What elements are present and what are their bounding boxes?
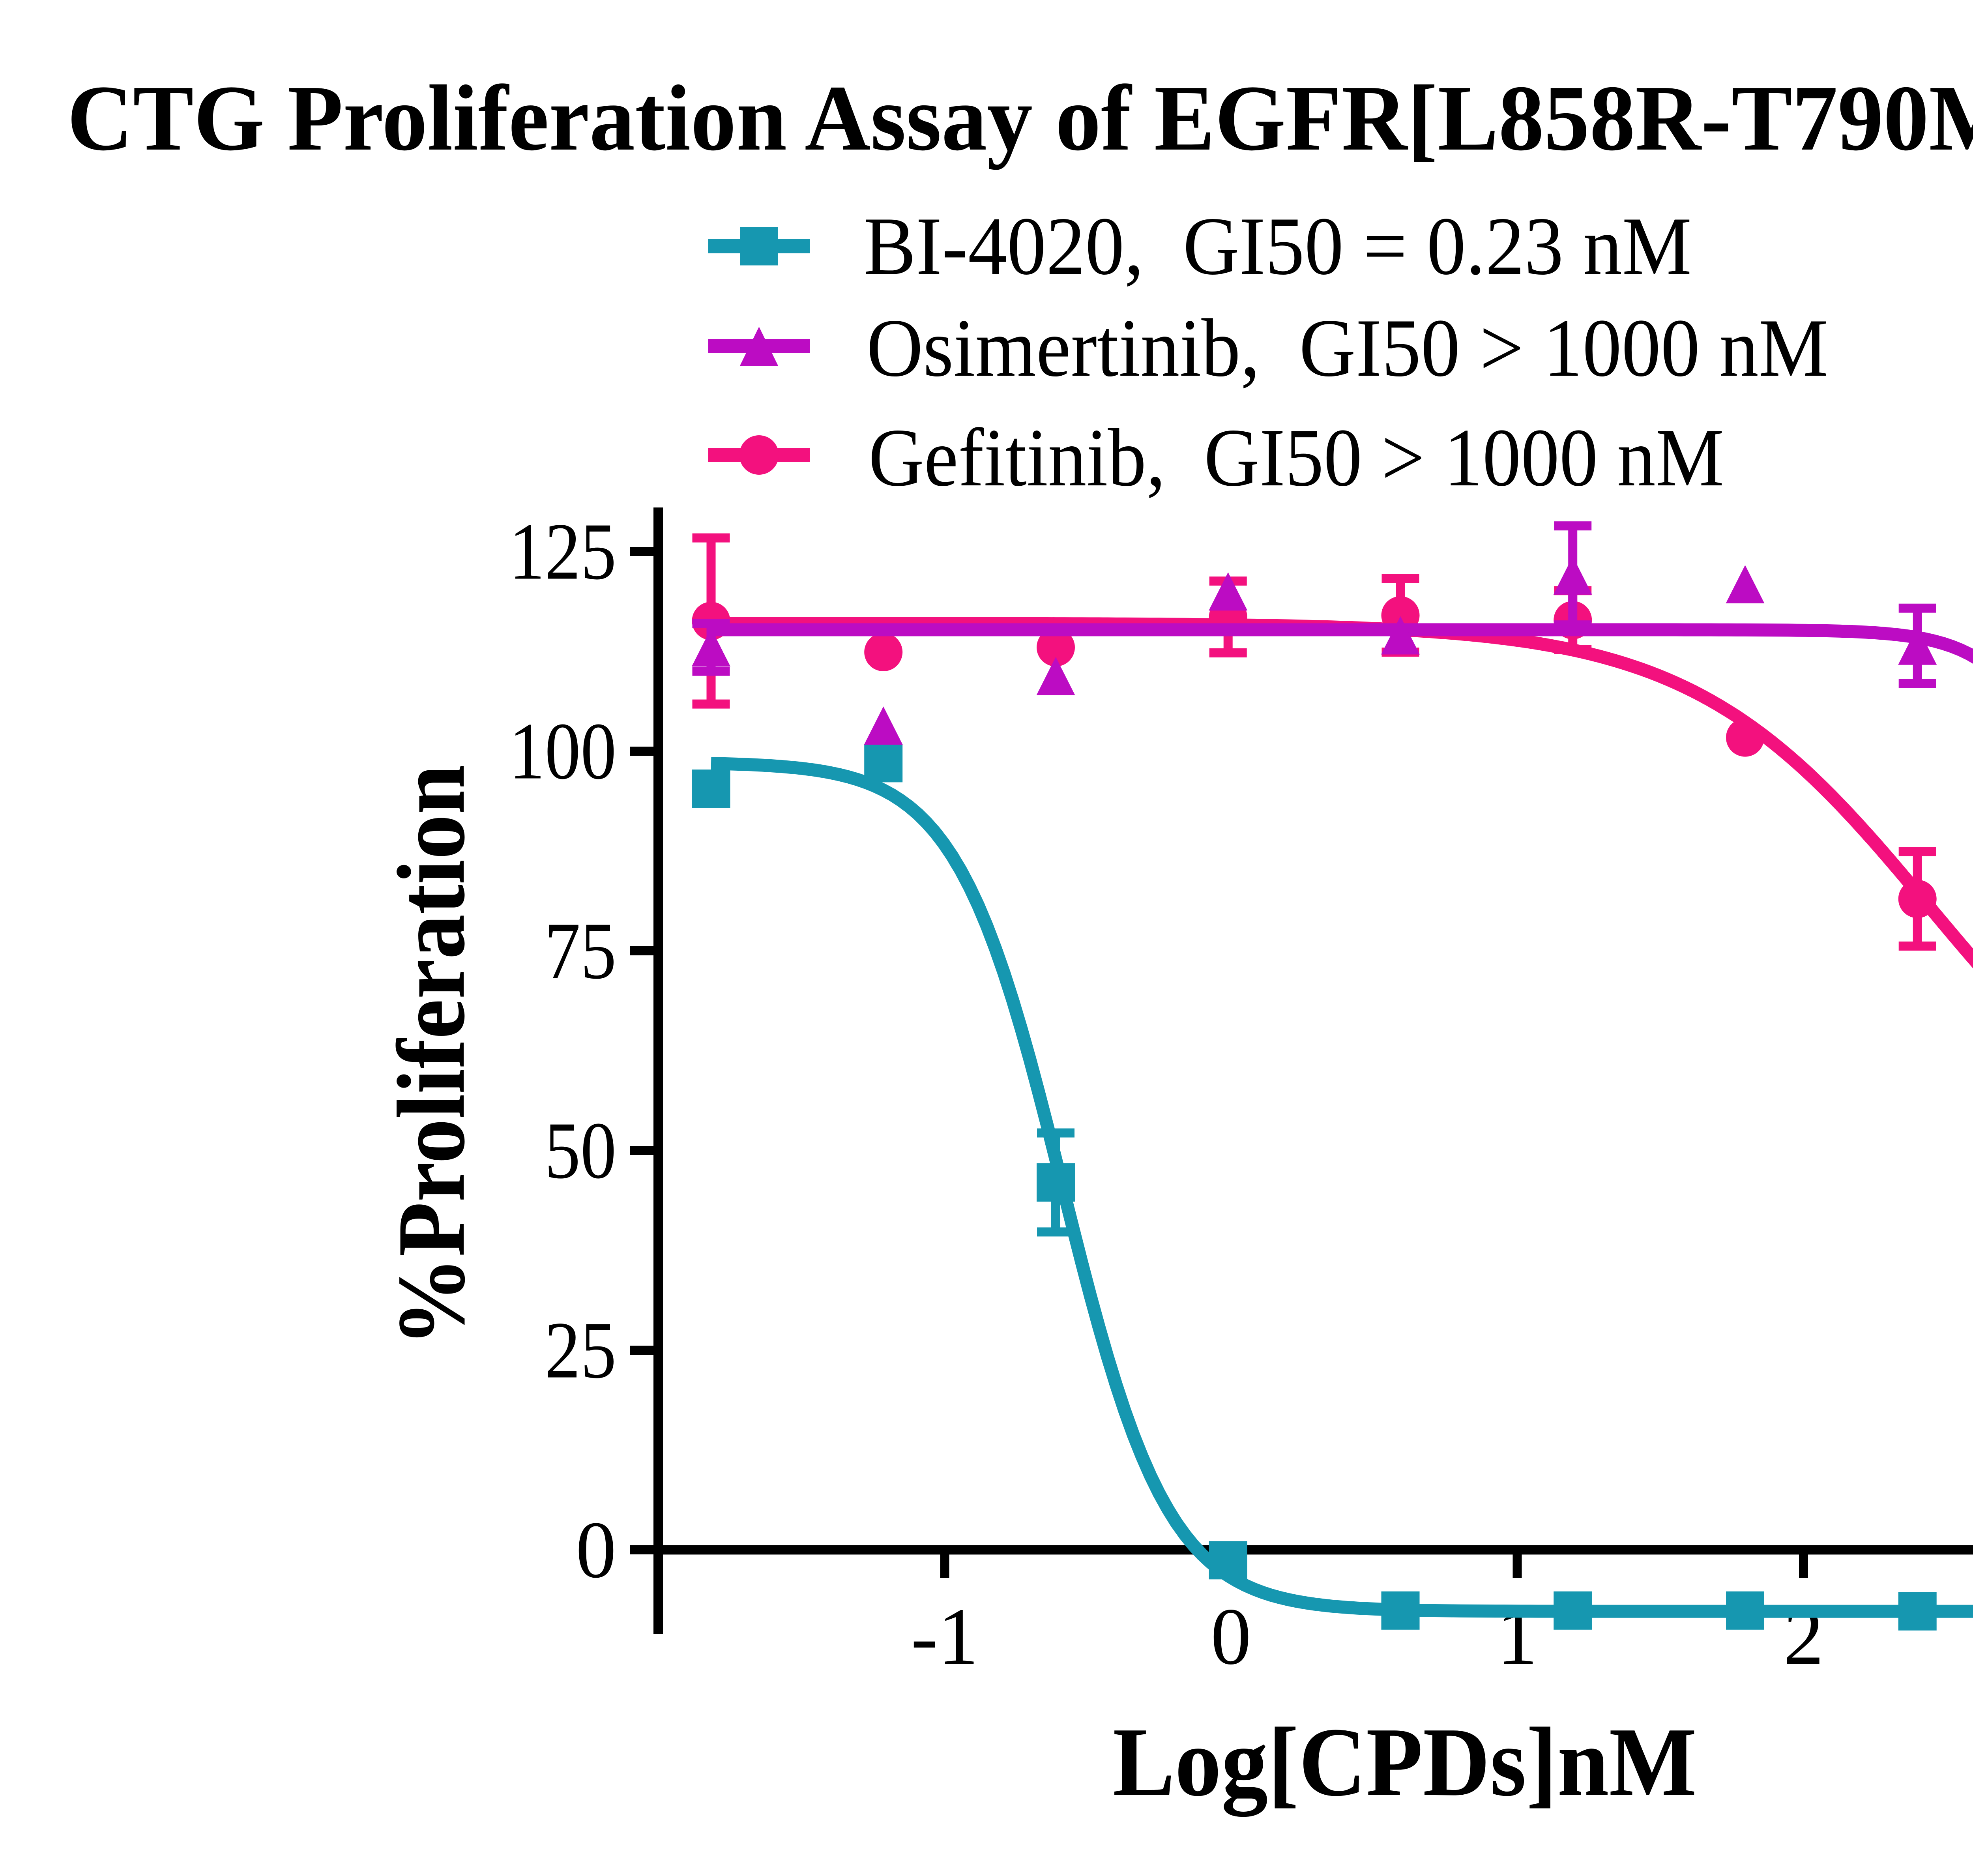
svg-text:75: 75 xyxy=(545,906,616,996)
svg-text:100: 100 xyxy=(509,706,616,796)
svg-text:BI-4020, GI50 = 0.23 nM: BI-4020, GI50 = 0.23 nM xyxy=(864,200,1692,292)
svg-text:0: 0 xyxy=(1211,1591,1251,1681)
svg-text:50: 50 xyxy=(545,1105,616,1196)
svg-text:Gefitinib, GI50 > 1000 nM: Gefitinib, GI50 > 1000 nM xyxy=(869,412,1724,504)
svg-text:125: 125 xyxy=(509,506,616,597)
svg-text:Osimertinib, GI50 > 1000 nM: Osimertinib, GI50 > 1000 nM xyxy=(867,302,1828,394)
svg-text:0: 0 xyxy=(576,1505,616,1595)
svg-text:%Proliferation: %Proliferation xyxy=(378,765,485,1347)
svg-text:Log[CPDs]nM: Log[CPDs]nM xyxy=(1113,1707,1697,1817)
svg-text:2: 2 xyxy=(1783,1591,1824,1681)
svg-text:-1: -1 xyxy=(911,1591,979,1681)
svg-text:CTG Proliferation Assay of EGF: CTG Proliferation Assay of EGFR[L858R-T7… xyxy=(67,66,1973,170)
svg-text:25: 25 xyxy=(545,1305,616,1395)
